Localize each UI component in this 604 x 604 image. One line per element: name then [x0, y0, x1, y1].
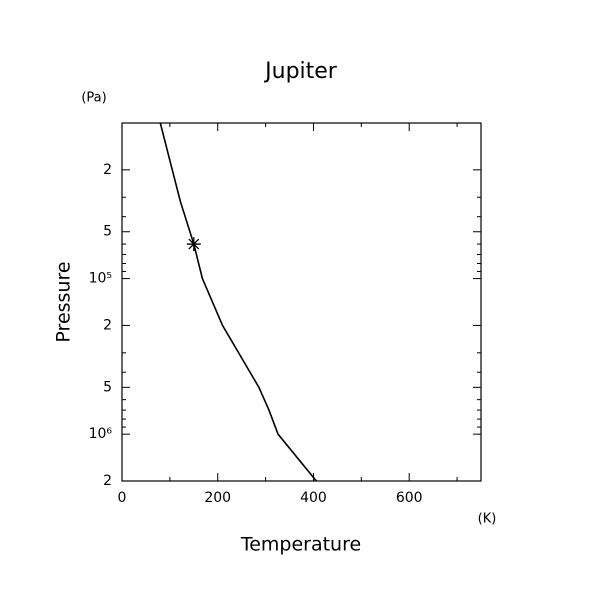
y-tick-label: 2: [103, 162, 112, 178]
x-axis-label: Temperature: [240, 534, 361, 556]
y-tick-label: 10⁵: [89, 271, 112, 287]
y-axis-label: Pressure: [53, 261, 75, 342]
y-tick-label: 5: [103, 379, 112, 395]
plot-frame: [121, 122, 482, 482]
y-tick-label: 10⁶: [89, 426, 113, 442]
x-tick-label: 600: [396, 490, 423, 506]
star-marker: [186, 237, 201, 252]
y-tick-label: 5: [103, 224, 112, 240]
profile-line: [159, 122, 317, 482]
x-tick-label: 0: [118, 490, 127, 506]
y-tick-label: 2: [103, 473, 112, 489]
y-tick-label: 2: [103, 317, 112, 333]
x-tick-label: 200: [204, 490, 231, 506]
y-unit: (Pa): [81, 91, 106, 106]
x-unit: (K): [478, 512, 497, 527]
chart-title: Jupiter: [263, 59, 338, 84]
x-tick-label: 400: [300, 490, 327, 506]
